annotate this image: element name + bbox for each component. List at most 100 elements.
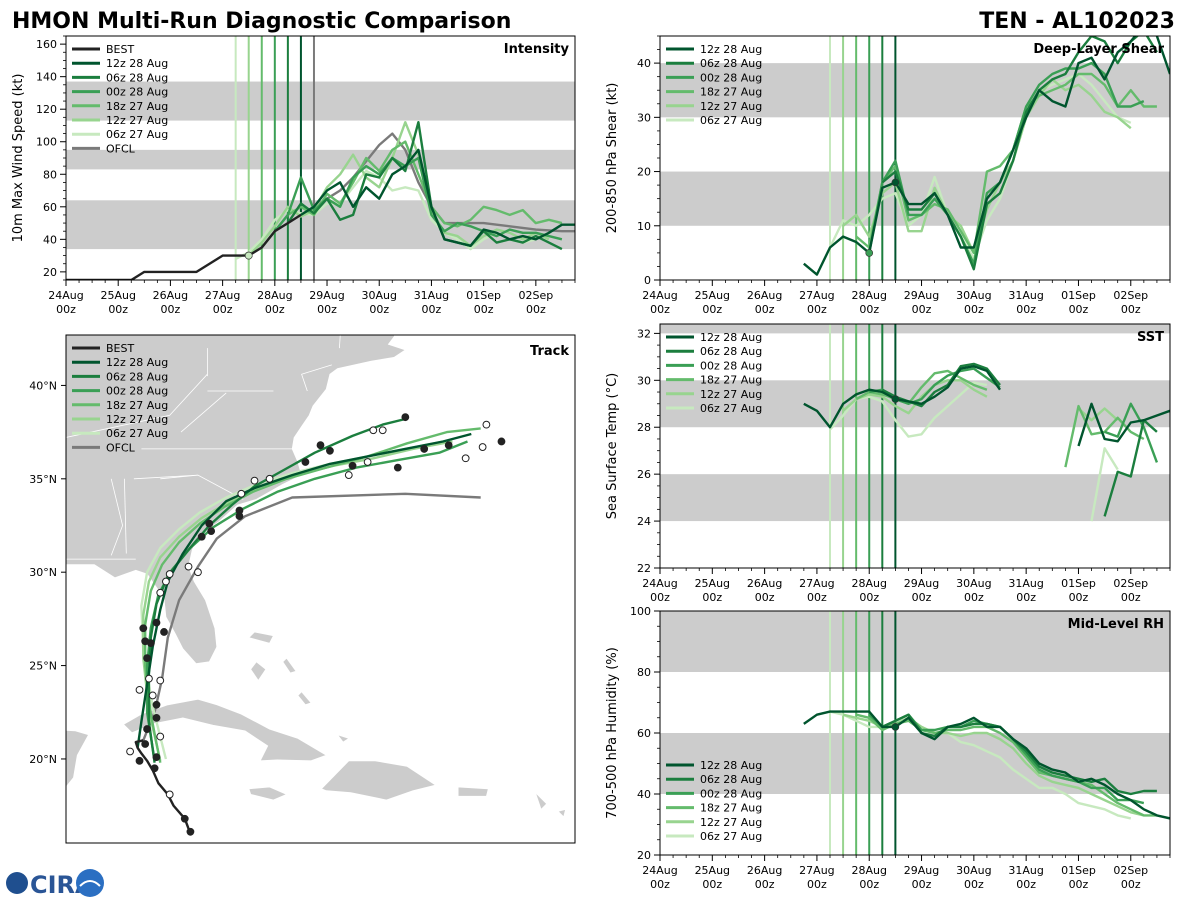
track-marker-3	[150, 764, 159, 773]
rh-ytick-label: 40	[637, 788, 651, 801]
sst-legend-label-18z-27-aug: 18z 27 Aug	[700, 374, 762, 387]
shear-series-18z-27-aug	[855, 72, 1157, 255]
intensity-xtick-label: 00z	[526, 303, 546, 316]
shear-xtick-label: 31Aug	[1008, 289, 1043, 302]
sst-plot-area	[660, 324, 1170, 568]
sst-xtick-label: 30Aug	[956, 577, 991, 590]
intensity-xtick-label: 24Aug	[48, 289, 83, 302]
shear-xtick-label: 00z	[755, 303, 775, 316]
intensity-marker-2	[244, 251, 253, 260]
rh-series-18z-27-aug	[855, 713, 1157, 817]
track-marker-29	[207, 527, 216, 536]
track-marker-8	[143, 725, 151, 733]
rh-plot-area	[660, 611, 1170, 855]
rh-xtick-label: 29Aug	[904, 864, 939, 877]
track-marker-44	[420, 445, 429, 453]
track-legend-label-best: BEST	[106, 342, 134, 355]
rh-xtick-label: 00z	[859, 878, 879, 891]
sst-ytick-label: 32	[637, 327, 651, 340]
sst-xtick-label: 24Aug	[642, 577, 677, 590]
shear-xtick-label: 00z	[859, 303, 879, 316]
track-series-00z-28-aug	[145, 440, 468, 761]
sst-ylabel: Sea Surface Temp (°C)	[605, 373, 620, 520]
track-marker-49	[497, 437, 506, 446]
track-marker-7	[135, 756, 144, 765]
intensity-xtick-label: 31Aug	[414, 289, 449, 302]
shear-xtick-label: 24Aug	[642, 289, 677, 302]
track-marker-21	[148, 691, 157, 700]
track-marker-18	[152, 618, 161, 627]
rh-xtick-label: 01Sep	[1061, 864, 1096, 877]
rh-legend-label-06z-28-aug: 06z 28 Aug	[700, 773, 762, 786]
track-marker-14	[143, 654, 151, 663]
track-marker-40	[363, 458, 372, 466]
rh-ylabel: 700-500 hPa Humidity (%)	[605, 647, 620, 819]
sst-xtick-label: 00z	[912, 591, 932, 604]
intensity-legend-label-12z-27-aug: 12z 27 Aug	[106, 114, 168, 127]
bahamas-land	[297, 691, 312, 706]
intensity-xtick-label: 28Aug	[257, 289, 292, 302]
track-marker-20	[135, 685, 144, 694]
track-marker-45	[444, 441, 453, 450]
sst-xtick-label: 31Aug	[1008, 577, 1043, 590]
track-marker-34	[265, 474, 274, 483]
rh-ytick-label: 60	[637, 727, 651, 740]
bahamas-land	[336, 733, 350, 743]
intensity-xtick-label: 01Sep	[466, 289, 501, 302]
rh-xtick-label: 26Aug	[747, 864, 782, 877]
intensity-legend-label-best: BEST	[106, 43, 134, 56]
track-marker-0	[186, 827, 195, 836]
yucatan-land	[66, 729, 90, 789]
shear-plot-area	[660, 36, 1170, 280]
intensity-ytick-label: 100	[36, 136, 57, 149]
intensity-xtick-label: 00z	[422, 303, 442, 316]
intensity-ytick-label: 160	[36, 38, 57, 51]
shear-ytick-label: 20	[637, 166, 651, 179]
sst-xtick-label: 00z	[859, 591, 879, 604]
shear-marker-1	[891, 178, 900, 187]
track-frame	[65, 334, 576, 844]
intensity-legend-label-18z-27-aug: 18z 27 Aug	[106, 100, 168, 113]
track-marker-16	[141, 637, 150, 646]
intensity-xtick-label: 00z	[108, 303, 128, 316]
rh-title: Mid-Level RH	[1068, 617, 1164, 632]
track-marker-28	[205, 519, 214, 528]
track-marker-32	[237, 489, 246, 498]
shear-xtick-label: 00z	[1121, 303, 1141, 316]
sst-xtick-label: 00z	[1016, 591, 1036, 604]
intensity-series-12z-28-aug	[300, 148, 575, 247]
intensity-xtick-label: 00z	[161, 303, 181, 316]
intensity-legend-label-06z-28-aug: 06z 28 Aug	[106, 71, 168, 84]
shear-xtick-label: 25Aug	[695, 289, 730, 302]
intensity-xtick-label: 25Aug	[100, 289, 135, 302]
hispaniola-land	[320, 760, 437, 801]
rh-xtick-label: 00z	[1121, 878, 1141, 891]
sst-xtick-label: 29Aug	[904, 577, 939, 590]
sst-xtick-label: 28Aug	[851, 577, 886, 590]
track-series-12z-28-aug	[136, 432, 472, 748]
sst-xtick-label: 00z	[1121, 591, 1141, 604]
rh-xtick-label: 00z	[912, 878, 932, 891]
intensity-band-2	[66, 81, 575, 121]
jamaica-land	[248, 786, 288, 801]
rh-legend-label-18z-27-aug: 18z 27 Aug	[700, 802, 762, 815]
rh-xtick-label: 00z	[1069, 878, 1089, 891]
track-lat-label: 20°N	[29, 753, 57, 766]
intensity-xtick-label: 30Aug	[361, 289, 396, 302]
track-legend-label-00z-28-aug: 00z 28 Aug	[106, 385, 168, 398]
track-marker-41	[369, 426, 378, 435]
intensity-ytick-label: 20	[43, 266, 57, 279]
intensity-xtick-label: 27Aug	[205, 289, 240, 302]
track-marker-1	[180, 814, 189, 823]
shear-xtick-label: 01Sep	[1061, 289, 1096, 302]
track-marker-25	[184, 562, 193, 571]
sst-frame	[659, 323, 1171, 569]
intensity-legend-label-06z-27-aug: 06z 27 Aug	[106, 128, 168, 141]
shear-ytick-label: 10	[637, 220, 651, 233]
track-lat-label: 35°N	[29, 473, 57, 486]
intensity-ytick-label: 140	[36, 71, 57, 84]
shear-xtick-label: 00z	[650, 303, 670, 316]
shear-xtick-label: 00z	[807, 303, 827, 316]
